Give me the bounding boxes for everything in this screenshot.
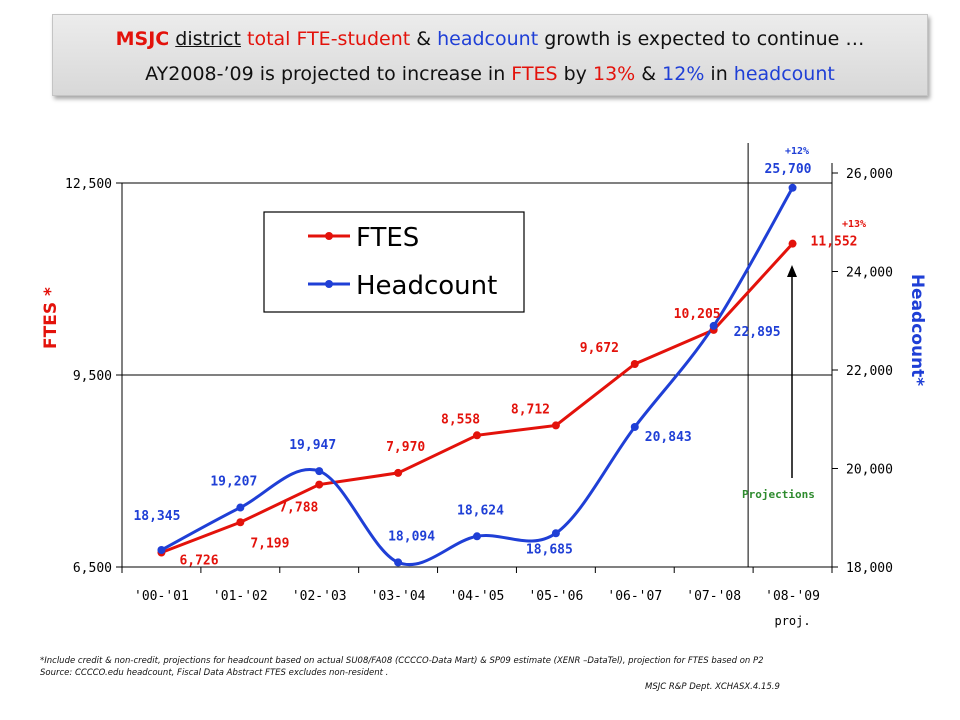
y2-tick-label: 20,000 xyxy=(846,463,893,478)
ftes-point xyxy=(630,359,639,368)
ftes-point xyxy=(394,468,403,477)
x-tick-label: '08-'09 xyxy=(765,589,820,604)
headcount-point xyxy=(709,321,718,330)
y2-axis-title: Headcount* xyxy=(907,274,927,386)
x-tick-label: '03-'04 xyxy=(371,589,426,604)
title-lead: AY2008-’09 is projected to increase in xyxy=(145,63,506,85)
headcount-data-label: 22,895 xyxy=(734,325,781,340)
x-tick-label: '05-'06 xyxy=(528,589,583,604)
legend-box xyxy=(263,211,525,313)
ftes-growth-label: +13% xyxy=(842,219,866,230)
headcount-point xyxy=(315,467,324,476)
headcount-point xyxy=(788,183,797,192)
title-in: in xyxy=(710,63,728,85)
footnote-line-1: *Include credit & non-credit, projection… xyxy=(40,656,764,666)
headcount-point xyxy=(394,558,403,567)
projections-arrowhead xyxy=(787,265,797,277)
x-tick-label: '02-'03 xyxy=(292,589,347,604)
y2-tick-label: 26,000 xyxy=(846,167,893,182)
ftes-data-label: 6,726 xyxy=(179,554,218,569)
ftes-data-label: 11,552 xyxy=(811,235,858,250)
title-headcount: headcount xyxy=(437,28,539,50)
headcount-point xyxy=(551,529,560,538)
x-tick-label: '04-'05 xyxy=(450,589,505,604)
headcount-data-label: 20,843 xyxy=(645,430,692,445)
legend-ftes-label: FTES xyxy=(356,223,419,253)
headcount-data-label: 25,700 xyxy=(765,162,812,177)
ftes-point xyxy=(473,431,481,440)
ftes-data-label: 9,672 xyxy=(580,341,619,356)
ftes-data-label: 7,970 xyxy=(386,440,425,455)
y-tick-label: 9,500 xyxy=(73,369,112,384)
ftes-data-label: 10,205 xyxy=(674,307,721,322)
title-org: MSJC xyxy=(115,28,170,50)
chart: 6,500 9,500 12,500 18,000 20,000 22,000 24,000… xyxy=(41,143,927,628)
proj-label: proj. xyxy=(774,614,810,628)
ftes-data-label: 8,712 xyxy=(511,402,550,417)
headcount-data-label: 18,624 xyxy=(457,503,504,518)
title-headcount-2: headcount xyxy=(733,63,835,85)
headcount-point xyxy=(236,503,245,512)
title-banner: MSJC district total FTE-student & headco… xyxy=(52,14,928,96)
headcount-data-label: 19,207 xyxy=(210,475,257,490)
headcount-data-label: 18,685 xyxy=(526,542,573,557)
headcount-point xyxy=(473,532,481,541)
footnote: *Include credit & non-credit, projection… xyxy=(40,655,945,679)
y2-tick-label: 22,000 xyxy=(846,364,893,379)
title-by: by xyxy=(563,63,587,85)
title-ftes: FTES xyxy=(511,63,558,85)
projections-label: Projections xyxy=(742,488,815,501)
credit: MSJC R&P Dept. XCHASX.4.15.9 xyxy=(645,682,780,692)
ftes-point xyxy=(788,239,797,248)
title-ftes-pct: 13% xyxy=(592,63,636,85)
ftes-point xyxy=(315,480,324,489)
legend-headcount-label: Headcount xyxy=(356,271,497,301)
y2-tick-label: 24,000 xyxy=(846,266,893,281)
title-fte: total FTE-student xyxy=(247,28,411,50)
legend-ftes-marker xyxy=(325,232,333,240)
x-tick-label: '01-'02 xyxy=(213,589,268,604)
title-line-1: MSJC district total FTE-student & headco… xyxy=(53,27,927,51)
title-amp: & xyxy=(416,28,432,50)
headcount-line xyxy=(160,187,794,566)
headcount-point xyxy=(630,422,639,431)
footnote-line-2: Source: CCCCO.edu headcount, Fiscal Data… xyxy=(40,668,389,678)
title-amp2: & xyxy=(641,63,657,85)
y2-tick-label: 18,000 xyxy=(846,561,893,576)
ftes-data-label: 7,788 xyxy=(279,501,318,516)
title-rest: growth is expected to continue … xyxy=(544,28,865,50)
headcount-data-label: 18,345 xyxy=(133,509,180,524)
ftes-data-label: 8,558 xyxy=(441,412,480,427)
y-tick-label: 12,500 xyxy=(65,177,112,192)
headcount-point xyxy=(157,546,166,555)
title-line-2: AY2008-’09 is projected to increase in F… xyxy=(53,62,927,86)
legend-headcount-marker xyxy=(325,280,333,288)
headcount-data-label: 19,947 xyxy=(289,438,336,453)
y-tick-label: 6,500 xyxy=(73,561,112,576)
x-tick-label: '00-'01 xyxy=(134,589,189,604)
headcount-data-label: 18,094 xyxy=(388,529,435,544)
x-tick-label: '07-'08 xyxy=(686,589,741,604)
y-axis-title: FTES * xyxy=(41,287,61,349)
title-hc-pct: 12% xyxy=(662,63,705,85)
x-tick-label: '06-'07 xyxy=(607,589,662,604)
headcount-growth-label: +12% xyxy=(785,146,809,157)
ftes-data-label: 7,199 xyxy=(250,536,289,551)
title-district: district xyxy=(175,28,241,50)
ftes-point xyxy=(236,518,245,527)
ftes-point xyxy=(551,421,560,430)
